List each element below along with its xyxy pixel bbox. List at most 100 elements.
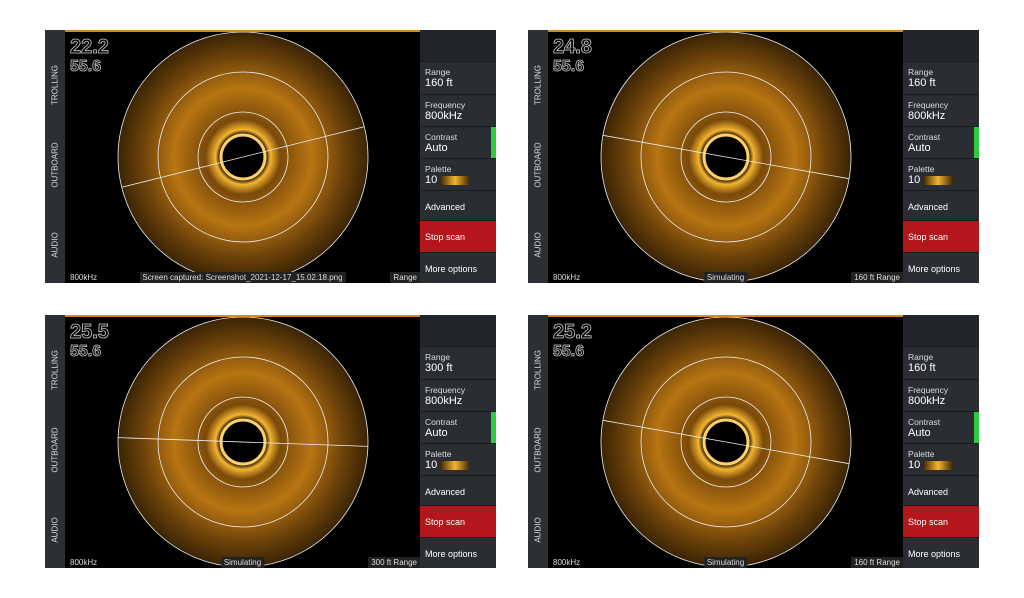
menu-item[interactable]: Range 160 ft (903, 346, 979, 379)
menu-item[interactable]: Contrast Auto (420, 126, 496, 158)
side-menu: Range 160 ft Frequency 800kHz Contrast Auto Pa… (903, 30, 979, 283)
menu-item-label: Frequency (425, 385, 466, 395)
menu-item-label: Palette (908, 164, 935, 174)
sonar-screen: TROLLING OUTBOARD AUDIO 25.2 55.6 800kHz Simu… (528, 315, 979, 568)
depth-readout: 22.2 (70, 36, 110, 59)
menu-item[interactable]: Advanced (420, 190, 496, 220)
contrast-indicator (974, 412, 979, 443)
sidebar-tab[interactable]: OUTBOARD (533, 142, 543, 188)
sonar-image (600, 317, 852, 568)
menu-item[interactable]: Frequency 800kHz (420, 379, 496, 411)
menu-item-value: Auto (908, 142, 931, 154)
menu-item[interactable]: Frequency 800kHz (903, 94, 979, 126)
menu-item-value: 160 ft (908, 77, 936, 89)
menu-item-label: Contrast (425, 132, 458, 142)
menu-header (903, 30, 979, 61)
status-range: 300 ft Range (368, 557, 420, 568)
sidebar-tab[interactable]: OUTBOARD (533, 427, 543, 473)
menu-item-label: More options (425, 549, 478, 559)
menu-item-value: 10 (908, 174, 974, 186)
menu-header (420, 30, 496, 61)
menu-item[interactable]: Palette 10 (903, 158, 979, 190)
sonar-image (600, 32, 852, 283)
menu-item[interactable]: Range 160 ft (420, 61, 496, 94)
menu-item[interactable]: Contrast Auto (420, 411, 496, 443)
menu-item[interactable]: Stop scan (903, 505, 979, 537)
sidebar-tab[interactable]: TROLLING (533, 64, 543, 106)
sidebar: TROLLING OUTBOARD AUDIO (45, 30, 65, 283)
menu-item-value: 10 (425, 459, 491, 471)
menu-item[interactable]: Contrast Auto (903, 126, 979, 158)
menu-item-value: Auto (908, 427, 931, 439)
menu-item-value: 160 ft (908, 362, 936, 374)
menu-item-label: More options (908, 549, 961, 559)
menu-item-label: More options (908, 264, 961, 274)
status-frequency: 800kHz (553, 558, 581, 567)
palette-swatch (440, 460, 471, 470)
depth-readout: 24.8 (553, 36, 593, 59)
menu-item-label: Frequency (908, 100, 949, 110)
menu-item-label: Palette (425, 449, 452, 459)
menu-item-value: 800kHz (908, 110, 946, 122)
sidebar-tab[interactable]: OUTBOARD (50, 427, 60, 473)
status-frequency: 800kHz (553, 273, 581, 282)
sidebar-tab[interactable]: TROLLING (533, 349, 543, 391)
menu-item-value: Auto (425, 427, 448, 439)
menu-item-value: 800kHz (425, 110, 463, 122)
sidebar-tab[interactable]: AUDIO (50, 517, 60, 543)
sidebar-tab[interactable]: AUDIO (533, 232, 543, 258)
sidebar-tab[interactable]: AUDIO (533, 517, 543, 543)
menu-item-label: Stop scan (908, 517, 949, 527)
palette-swatch (440, 175, 471, 185)
menu-item[interactable]: More options (903, 252, 979, 283)
status-range: 160 ft Range (851, 272, 903, 283)
menu-item-label: Stop scan (908, 232, 949, 242)
menu-item[interactable]: Contrast Auto (903, 411, 979, 443)
status-message: Simulating (220, 557, 265, 568)
menu-item-value: 300 ft (425, 362, 453, 374)
status-message: Screen captured: Screenshot_2021-12-17_1… (139, 272, 346, 283)
menu-header (903, 315, 979, 346)
sidebar: TROLLING OUTBOARD AUDIO (528, 30, 548, 283)
contrast-indicator (491, 127, 496, 158)
menu-item[interactable]: More options (420, 537, 496, 568)
status-message: Simulating (703, 272, 748, 283)
menu-header (420, 315, 496, 346)
sidebar-tab[interactable]: TROLLING (50, 64, 60, 106)
sonar-image (117, 317, 369, 568)
menu-item-value: 10 (908, 459, 974, 471)
menu-item[interactable]: Range 160 ft (903, 61, 979, 94)
menu-item-label: Stop scan (425, 517, 466, 527)
menu-item[interactable]: More options (903, 537, 979, 568)
menu-item-label: Contrast (908, 132, 941, 142)
menu-item[interactable]: Advanced (903, 475, 979, 505)
menu-item[interactable]: Palette 10 (420, 158, 496, 190)
sonar-view: 24.8 55.6 800kHz Simulating 160 ft Range (548, 30, 903, 283)
menu-item[interactable]: Advanced (420, 475, 496, 505)
contrast-indicator (491, 412, 496, 443)
menu-item[interactable]: Advanced (903, 190, 979, 220)
menu-item[interactable]: Stop scan (420, 220, 496, 252)
menu-item[interactable]: Stop scan (903, 220, 979, 252)
sonar-screen: TROLLING OUTBOARD AUDIO 25.5 55.6 800kHz Simu… (45, 315, 496, 568)
menu-item-label: Advanced (425, 487, 466, 497)
temperature-readout: 55.6 (553, 58, 585, 76)
sidebar-tab[interactable]: OUTBOARD (50, 142, 60, 188)
menu-item[interactable]: Palette 10 (420, 443, 496, 475)
sidebar-tab[interactable]: TROLLING (50, 349, 60, 391)
menu-item-label: Contrast (425, 417, 458, 427)
sonar-image (117, 32, 369, 283)
menu-item[interactable]: Range 300 ft (420, 346, 496, 379)
menu-item-label: Stop scan (425, 232, 466, 242)
menu-item[interactable]: Palette 10 (903, 443, 979, 475)
menu-item[interactable]: Frequency 800kHz (420, 94, 496, 126)
menu-item-label: Palette (908, 449, 935, 459)
menu-item[interactable]: More options (420, 252, 496, 283)
sidebar-tab[interactable]: AUDIO (50, 232, 60, 258)
sonar-view: 25.5 55.6 800kHz Simulating 300 ft Range (65, 315, 420, 568)
side-menu: Range 300 ft Frequency 800kHz Contrast Auto Pa… (420, 315, 496, 568)
menu-item[interactable]: Stop scan (420, 505, 496, 537)
menu-item[interactable]: Frequency 800kHz (903, 379, 979, 411)
sonar-screen: TROLLING OUTBOARD AUDIO 22.2 55.6 800kHz Scre… (45, 30, 496, 283)
